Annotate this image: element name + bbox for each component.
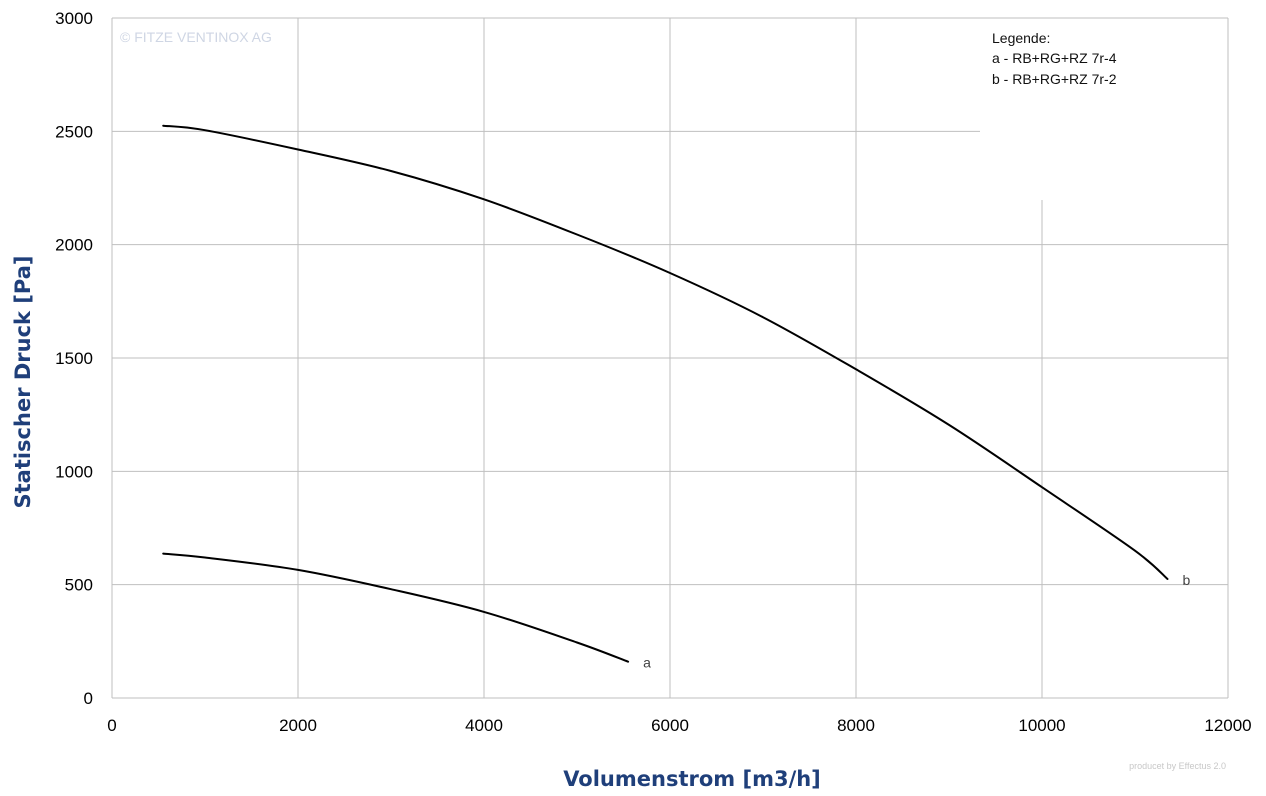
x-tick-label-4: 8000 [837, 716, 875, 735]
legend: Legende: a - RB+RG+RZ 7r-4 b - RB+RG+RZ … [992, 30, 1117, 87]
y-tick-label-1: 500 [65, 576, 93, 595]
y-tick-label-6: 3000 [55, 9, 93, 28]
series-layer: ab [162, 124, 1191, 671]
y-axis-title: Statischer Druck [Pa] [11, 255, 35, 508]
tick-labels: 0 2000 4000 6000 8000 10000 12000 0 500 1000 1500 2… [55, 9, 1251, 735]
y-tick-label-2: 1000 [55, 462, 93, 481]
series-a-line [162, 552, 630, 663]
legend-title: Legende: [992, 30, 1050, 46]
series-b-line [162, 124, 1169, 580]
x-tick-label-1: 2000 [279, 716, 317, 735]
legend-entry-b: b - RB+RG+RZ 7r-2 [992, 71, 1117, 87]
x-tick-label-3: 6000 [651, 716, 689, 735]
series-b-label: b [1183, 572, 1191, 588]
x-axis-title: Volumenstrom [m3/h] [563, 767, 821, 791]
y-tick-label-0: 0 [84, 689, 93, 708]
y-tick-label-3: 1500 [55, 349, 93, 368]
grid [111, 17, 1229, 699]
x-tick-label-2: 4000 [465, 716, 503, 735]
y-tick-label-4: 2000 [55, 236, 93, 255]
legend-entry-a: a - RB+RG+RZ 7r-4 [992, 50, 1117, 66]
x-tick-label-0: 0 [107, 716, 116, 735]
watermark: © FITZE VENTINOX AG [120, 29, 272, 45]
x-tick-label-6: 12000 [1204, 716, 1251, 735]
footer-note: producet by Effectus 2.0 [1129, 761, 1226, 771]
x-tick-label-5: 10000 [1018, 716, 1065, 735]
series-a-label: a [643, 655, 651, 671]
y-tick-label-5: 2500 [55, 122, 93, 141]
